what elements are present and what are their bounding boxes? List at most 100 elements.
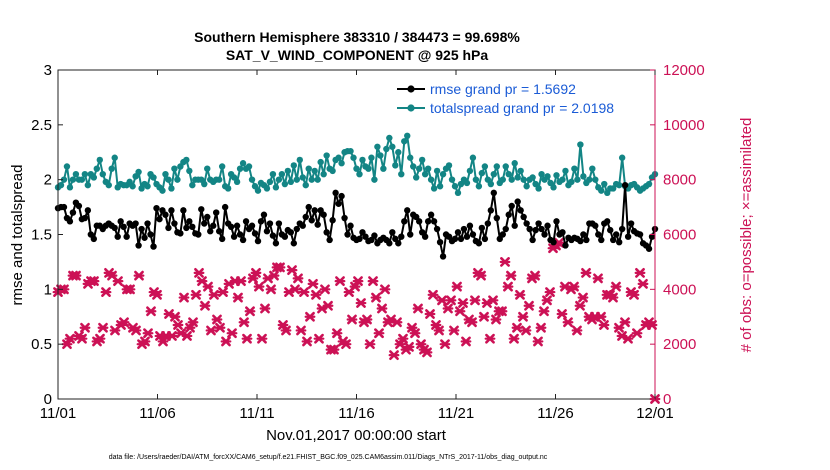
obs-assimilated-marker xyxy=(190,289,202,300)
y-right-tick-label: 6000 xyxy=(663,227,696,244)
rmse-point xyxy=(60,203,68,211)
obs-assimilated-marker xyxy=(409,328,421,339)
rmse-point xyxy=(332,189,339,197)
obs-assimilated-marker xyxy=(256,333,268,344)
rmse-point xyxy=(484,220,492,227)
totalspread-point xyxy=(183,156,190,164)
obs-assimilated-marker xyxy=(448,325,460,336)
rmse-point xyxy=(592,222,599,229)
obs-assimilated-marker xyxy=(292,273,304,284)
obs-assimilated-marker xyxy=(367,276,379,287)
totalspread-point xyxy=(356,170,363,178)
totalspread-point xyxy=(317,158,324,166)
rmse-point xyxy=(287,229,295,236)
x-tick-label: 11/06 xyxy=(139,405,175,422)
obs-assimilated-marker xyxy=(268,270,280,281)
obs-assimilated-marker xyxy=(523,300,535,311)
totalspread-point xyxy=(421,170,429,178)
obs-assimilated-marker xyxy=(556,309,568,319)
rmse-point xyxy=(478,224,486,232)
obs-assimilated-marker xyxy=(88,276,100,287)
totalspread-point xyxy=(553,172,560,179)
totalspread-point xyxy=(490,170,498,178)
rmse-point xyxy=(615,238,623,246)
rmse-point xyxy=(580,231,587,238)
obs-assimilated-marker xyxy=(226,328,238,339)
rmse-point xyxy=(341,214,348,222)
totalspread-point xyxy=(424,165,432,172)
y-left-tick-label: 3 xyxy=(44,62,52,79)
totalspread-point xyxy=(436,183,444,190)
rmse-point xyxy=(311,207,318,214)
rmse-point xyxy=(335,200,342,207)
rmse-point xyxy=(293,225,300,233)
totalspread-point xyxy=(365,165,372,172)
rmse-point xyxy=(305,203,312,211)
rmse-point xyxy=(183,224,190,232)
rmse-point xyxy=(162,211,169,218)
obs-assimilated-marker xyxy=(532,336,544,347)
obs-assimilated-marker xyxy=(166,331,178,341)
obs-assimilated-marker xyxy=(562,317,574,328)
rmse-point xyxy=(607,226,614,234)
obs-assimilated-marker xyxy=(94,333,106,344)
obs-assimilated-marker xyxy=(484,333,496,344)
obs-assimilated-marker xyxy=(349,281,361,292)
legend-totalspread-label: totalspread grand pr = 2.0198 xyxy=(430,100,614,116)
totalspread-point xyxy=(308,176,315,183)
totalspread-point xyxy=(129,183,136,190)
totalspread-point xyxy=(535,185,542,192)
totalspread-point xyxy=(395,149,402,156)
totalspread-point xyxy=(377,152,384,159)
obs-assimilated-marker xyxy=(412,303,424,314)
rmse-point xyxy=(147,231,154,238)
totalspread-point xyxy=(81,170,89,178)
obs-assimilated-marker xyxy=(220,336,232,347)
obs-assimilated-marker xyxy=(247,273,259,284)
totalspread-point xyxy=(374,143,381,150)
rmse-point xyxy=(236,231,244,238)
rmse-point xyxy=(69,209,77,216)
obs-assimilated-marker xyxy=(151,289,163,300)
rmse-point xyxy=(186,218,193,225)
obs-assimilated-marker xyxy=(571,325,583,336)
totalspread-point xyxy=(389,143,396,150)
rmse-point xyxy=(338,192,345,200)
totalspread-point xyxy=(487,180,495,188)
totalspread-point xyxy=(544,173,551,180)
obs-assimilated-marker xyxy=(328,344,340,355)
totalspread-point xyxy=(478,169,486,177)
obs-assimilated-marker xyxy=(61,339,73,350)
rmse-point xyxy=(81,214,89,222)
obs-assimilated-marker xyxy=(511,322,523,333)
obs-assimilated-marker xyxy=(331,328,343,339)
totalspread-point xyxy=(296,156,303,164)
totalspread-point xyxy=(320,170,327,178)
obs-assimilated-marker xyxy=(301,336,313,347)
series-layer xyxy=(52,132,661,404)
totalspread-point xyxy=(299,174,306,181)
obs-assimilated-marker xyxy=(628,289,640,300)
obs-assimilated-marker xyxy=(535,322,547,333)
rmse-point xyxy=(198,206,205,213)
obs-assimilated-marker xyxy=(361,314,373,325)
totalspread-point xyxy=(601,180,608,188)
x-tick-label: 11/26 xyxy=(537,405,573,422)
obs-assimilated-marker xyxy=(514,289,526,300)
totalspread-point xyxy=(598,187,605,194)
totalspread-point xyxy=(574,176,581,183)
totalspread-point xyxy=(493,163,500,170)
totalspread-point xyxy=(150,174,157,181)
y-left-tick-label: 1.5 xyxy=(31,227,52,244)
rmse-point xyxy=(475,240,483,247)
rmse-point xyxy=(463,233,471,240)
obs-assimilated-marker xyxy=(487,295,499,306)
rmse-point xyxy=(272,240,280,247)
rmse-point xyxy=(117,218,124,225)
rmse-point xyxy=(386,240,393,247)
rmse-point xyxy=(302,213,309,221)
totalspread-point xyxy=(463,179,471,187)
x-tick-label: 11/16 xyxy=(338,405,374,422)
totalspread-point xyxy=(353,165,360,172)
obs-assimilated-marker xyxy=(517,311,529,322)
